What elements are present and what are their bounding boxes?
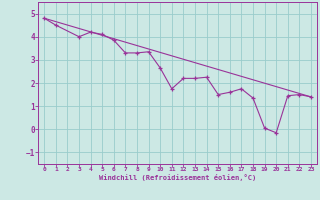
X-axis label: Windchill (Refroidissement éolien,°C): Windchill (Refroidissement éolien,°C): [99, 174, 256, 181]
